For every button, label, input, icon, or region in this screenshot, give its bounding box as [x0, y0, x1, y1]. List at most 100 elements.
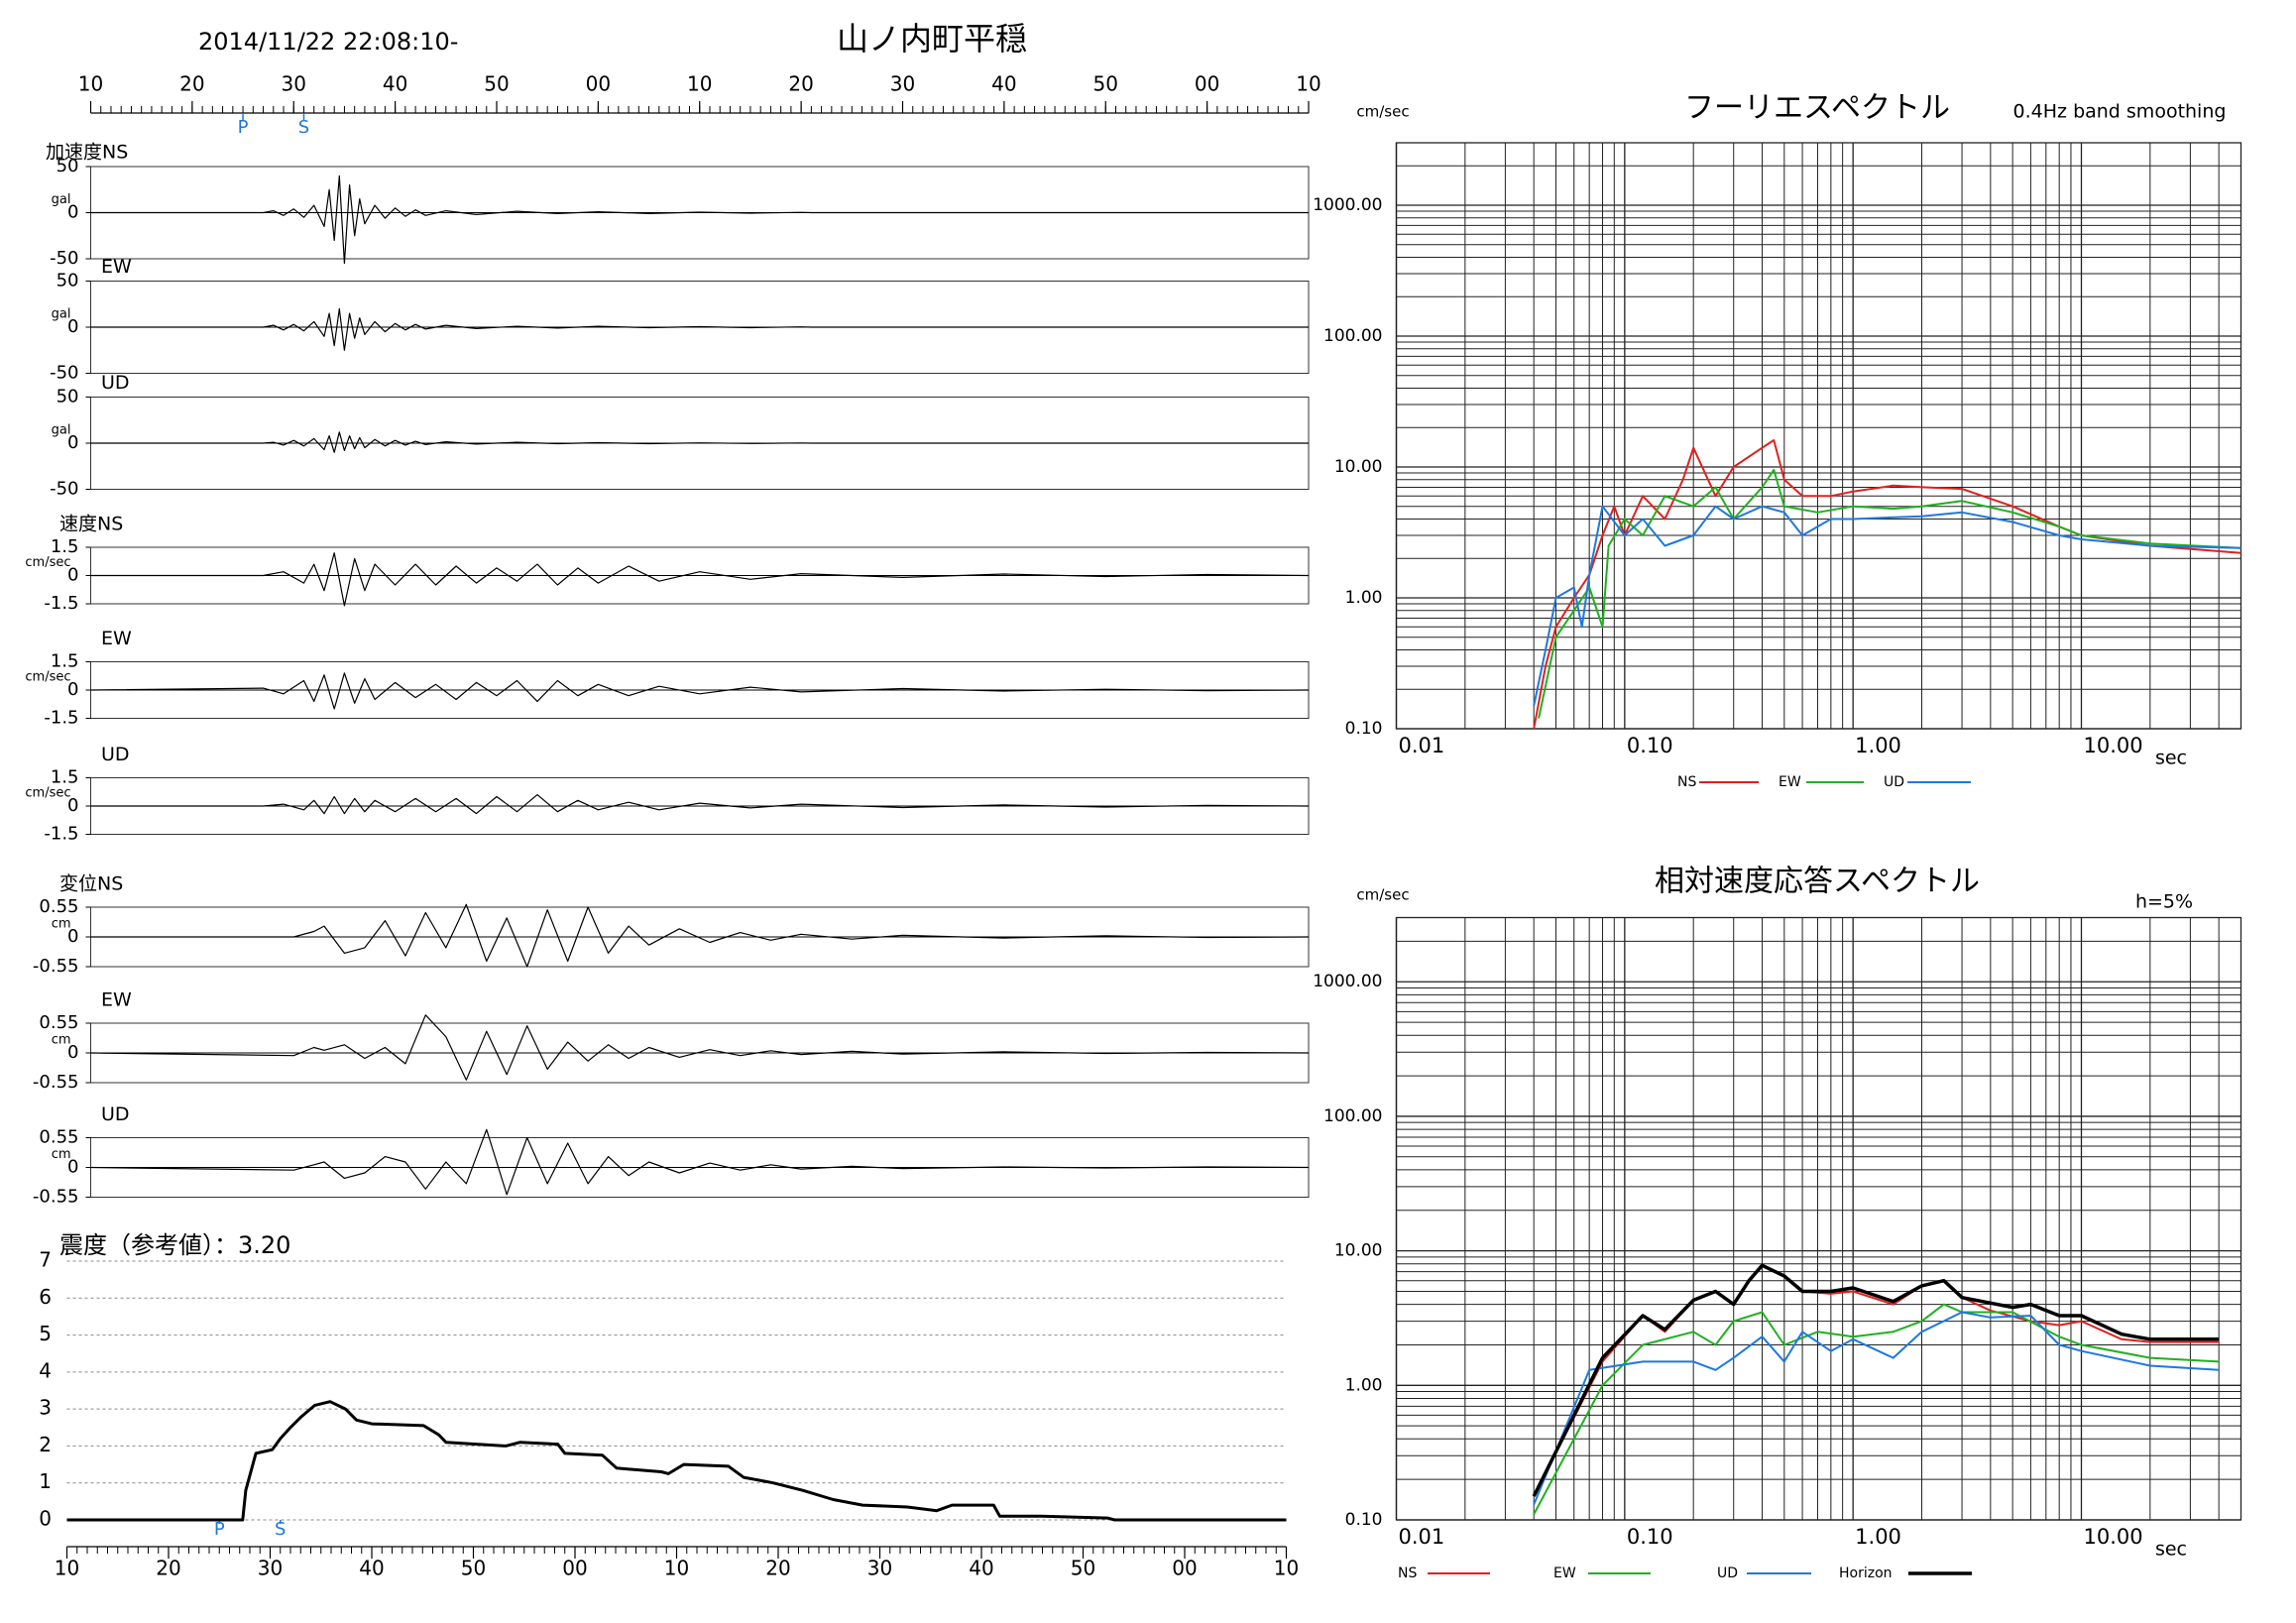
y-axis-label: cm/sec [1356, 886, 1409, 904]
panel-name: 速度NS [59, 514, 123, 535]
y-tick-label: 3 [39, 1396, 52, 1420]
y-tick-label: 0 [39, 1507, 52, 1531]
panel-name: UD [101, 744, 130, 765]
chart-title: 相対速度応答スペクトル [1655, 865, 1980, 899]
y-tick-label: 1.00 [1345, 1375, 1383, 1395]
phase-label: P [214, 1519, 225, 1540]
x-axis-label: sec [2155, 748, 2187, 769]
y-tick-label: 0 [67, 565, 78, 586]
x-tick-label: 30 [258, 1557, 283, 1580]
y-axis-label: cm/sec [1356, 103, 1409, 121]
station-name: 山ノ内町平穏 [837, 20, 1027, 58]
legend-label: Horizon [1839, 1565, 1893, 1581]
y-tick-label: 0 [67, 316, 78, 337]
unit-label: cm/sec [25, 670, 70, 685]
x-tick-label: 50 [1093, 72, 1118, 96]
y-tick-label: -0.55 [33, 956, 79, 977]
unit-label: cm/sec [25, 555, 70, 570]
x-axis-label: sec [2155, 1539, 2187, 1561]
x-tick-label: 10 [55, 1557, 79, 1580]
legend-label: NS [1398, 1565, 1417, 1581]
waveform [90, 1014, 1310, 1081]
x-tick-label: 20 [179, 72, 204, 96]
unit-label: gal [52, 423, 71, 438]
y-tick-label: 0 [67, 926, 78, 947]
y-tick-label: 0.10 [1345, 719, 1383, 739]
x-tick-label: 40 [969, 1557, 993, 1580]
y-tick-label: 6 [39, 1285, 52, 1309]
x-tick-label: 10 [687, 72, 712, 96]
y-tick-label: -50 [50, 363, 78, 384]
waveform [90, 307, 1309, 351]
plot-frame [1395, 916, 2242, 1521]
legend-label: EW [1779, 774, 1801, 790]
chart-subtitle: h=5% [2135, 891, 2193, 913]
legend-label: EW [1553, 1565, 1576, 1581]
unit-label: gal [52, 192, 71, 207]
panel-name: 加速度NS [46, 142, 128, 164]
y-tick-label: -50 [50, 479, 78, 500]
legend-label: NS [1677, 774, 1696, 790]
panel-name: EW [101, 256, 132, 278]
x-tick-label: 0.10 [1627, 1525, 1673, 1549]
y-tick-label: 1 [39, 1469, 52, 1493]
y-tick-label: 4 [39, 1358, 52, 1382]
y-tick-label: 2 [39, 1433, 52, 1456]
spectrum-line [1533, 439, 2241, 730]
x-tick-label: 40 [991, 72, 1016, 96]
phase-label: S [298, 117, 309, 138]
phase-label: S [275, 1519, 286, 1540]
y-tick-label: 1.5 [51, 536, 79, 557]
spectrum-line [1538, 468, 2241, 719]
chart-title: 震度（参考値）：3.20 [59, 1231, 290, 1259]
spectrum-line [1533, 505, 2241, 707]
y-tick-label: 50 [57, 387, 79, 407]
unit-label: cm/sec [25, 786, 70, 801]
y-tick-label: 0 [67, 202, 78, 223]
y-tick-label: 0 [67, 679, 78, 700]
waveform [90, 903, 1310, 968]
y-tick-label: -1.5 [44, 593, 78, 614]
x-tick-label: 10 [1274, 1557, 1299, 1580]
y-tick-label: -1.5 [44, 824, 78, 845]
x-tick-label: 0.10 [1627, 734, 1673, 757]
spectrum-line [1533, 1303, 2220, 1515]
waveform [90, 793, 1310, 815]
waveform [90, 174, 1309, 265]
x-tick-label: 30 [867, 1557, 892, 1580]
unit-label: cm [52, 1033, 71, 1048]
y-tick-label: 0 [67, 1042, 78, 1063]
legend-label: UD [1717, 1565, 1738, 1581]
x-tick-label: 20 [765, 1557, 790, 1580]
x-tick-label: 10.00 [2084, 734, 2143, 757]
chart-subtitle: 0.4Hz band smoothing [2013, 101, 2227, 123]
record-datetime: 2014/11/22 22:08:10- [198, 28, 458, 56]
y-tick-label: -50 [50, 248, 78, 269]
y-tick-label: 0 [67, 795, 78, 816]
waveform [90, 1128, 1310, 1196]
x-tick-label: 1.00 [1855, 734, 1901, 757]
x-tick-label: 00 [1172, 1557, 1197, 1580]
spectrum-line [1533, 1311, 2220, 1505]
x-tick-label: 50 [1071, 1557, 1095, 1580]
panel-name: UD [101, 1103, 130, 1125]
y-tick-label: 50 [57, 271, 79, 291]
spectrum-line [1532, 1263, 2220, 1497]
unit-label: gal [52, 307, 71, 322]
y-tick-label: 1.5 [51, 767, 79, 788]
y-tick-label: 10.00 [1334, 1241, 1383, 1261]
x-tick-label: 10.00 [2084, 1525, 2143, 1549]
y-tick-label: 0 [67, 1157, 78, 1178]
x-tick-label: 30 [890, 72, 915, 96]
y-tick-label: 1.5 [51, 651, 79, 672]
y-tick-label: 0.10 [1345, 1510, 1383, 1530]
y-tick-label: 1000.00 [1313, 972, 1382, 991]
x-tick-label: 20 [156, 1557, 180, 1580]
phase-label: P [238, 117, 249, 138]
x-tick-label: 10 [664, 1557, 689, 1580]
y-tick-label: -1.5 [44, 708, 78, 729]
x-tick-label: 00 [562, 1557, 587, 1580]
x-tick-label: 40 [383, 72, 407, 96]
y-tick-label: -0.55 [33, 1072, 79, 1093]
